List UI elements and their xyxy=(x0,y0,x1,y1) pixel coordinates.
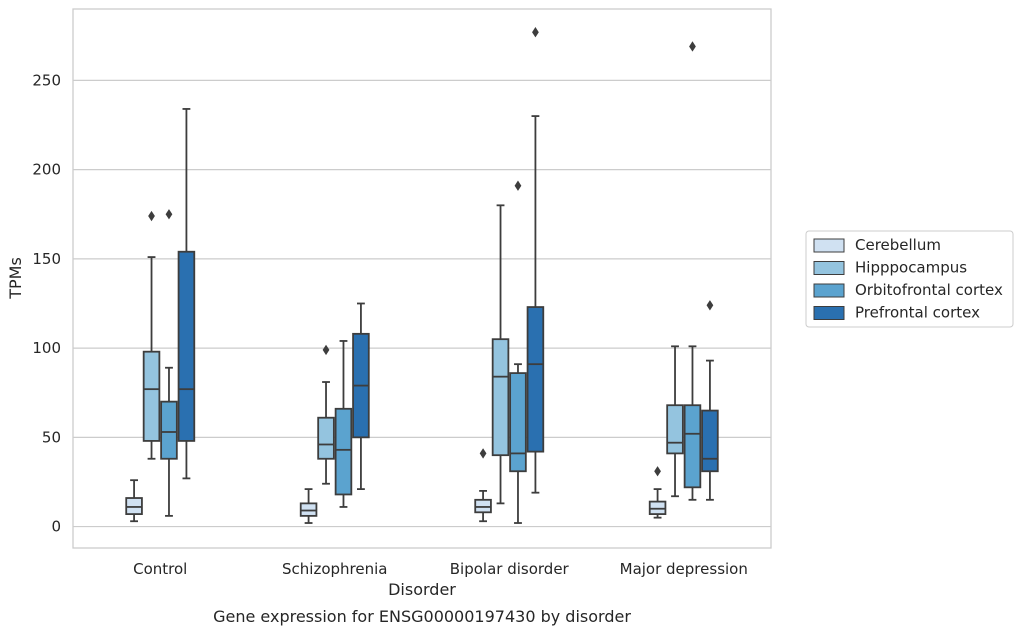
legend-swatch xyxy=(813,238,845,253)
box xyxy=(160,400,178,460)
legend-frame xyxy=(805,230,1014,328)
legend-swatch xyxy=(813,261,845,275)
box-group xyxy=(299,488,318,524)
box-groups xyxy=(125,27,719,524)
box xyxy=(526,306,545,453)
outlier-point xyxy=(148,210,155,222)
y-tick-label: 200 xyxy=(32,161,61,179)
box-group xyxy=(526,27,545,494)
box xyxy=(142,350,161,442)
box xyxy=(509,372,527,473)
outlier-point xyxy=(654,466,661,477)
box-group xyxy=(474,448,492,523)
legend-label: Prefrontal cortex xyxy=(855,304,980,322)
box xyxy=(317,416,335,460)
y-tick-labels: 0 50 100 150 200 250 xyxy=(32,71,61,535)
box-group xyxy=(142,210,161,460)
y-tick-label: 250 xyxy=(32,71,61,89)
x-tick-label: Control xyxy=(133,560,187,578)
box-group xyxy=(352,302,370,491)
y-tick-label: 100 xyxy=(32,339,61,357)
box-group xyxy=(491,204,510,505)
outlier-point xyxy=(689,41,696,52)
box xyxy=(666,404,684,455)
box-group xyxy=(177,108,196,480)
chart-caption: Gene expression for ENSG00000197430 by d… xyxy=(213,607,631,626)
box-group xyxy=(509,180,527,524)
legend-label: Cerebellum xyxy=(855,236,941,254)
x-axis-title: Disorder xyxy=(388,580,456,599)
outlier-point xyxy=(165,209,173,220)
legend: Cerebellum Hipppocampus Orbitofrontal cort… xyxy=(805,230,1014,328)
box xyxy=(177,250,196,442)
outlier-point xyxy=(514,180,522,191)
box-group xyxy=(125,479,143,523)
box xyxy=(334,407,353,496)
box-group xyxy=(160,209,178,517)
box xyxy=(491,338,510,457)
x-tick-labels: Control Schizophrenia Bipolar disorder Majo… xyxy=(133,560,748,578)
legend-swatch xyxy=(813,306,845,320)
legend-swatch xyxy=(813,283,845,298)
x-tick-label: Schizophrenia xyxy=(282,560,387,578)
x-tick-label: Bipolar disorder xyxy=(450,560,570,578)
box-group xyxy=(701,300,719,501)
outlier-point xyxy=(479,448,487,459)
box-group xyxy=(683,41,702,501)
box xyxy=(701,409,719,473)
outlier-point xyxy=(532,27,539,38)
box-group xyxy=(334,340,353,508)
y-tick-label: 150 xyxy=(32,250,61,268)
y-axis-title: TPMs xyxy=(6,257,25,300)
box-group xyxy=(317,344,335,485)
legend-label: Hipppocampus xyxy=(855,259,967,277)
outlier-point xyxy=(706,300,714,311)
plot-frame xyxy=(72,8,772,549)
legend-label: Orbitofrontal cortex xyxy=(855,281,1003,299)
outlier-point xyxy=(322,344,330,356)
box-group xyxy=(666,345,684,498)
box-group xyxy=(648,466,667,519)
box xyxy=(683,404,702,489)
x-tick-label: Major depression xyxy=(620,560,748,578)
y-tick-label: 50 xyxy=(42,428,61,446)
y-tick-label: 0 xyxy=(51,518,61,536)
